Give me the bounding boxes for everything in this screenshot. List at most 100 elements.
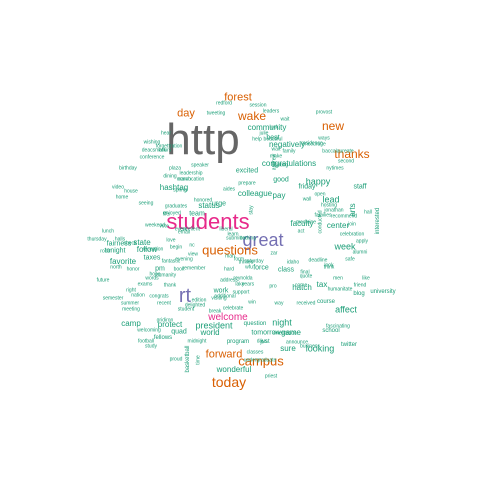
word-wait: wait: [271, 146, 281, 153]
word-home: home: [115, 194, 129, 201]
word-join: join: [348, 221, 356, 228]
word-summer: summer: [120, 300, 140, 307]
word-welcoming: welcoming: [137, 327, 161, 334]
word-days: days: [256, 338, 268, 345]
word-night: night: [272, 317, 292, 328]
word-edition: edition: [191, 297, 207, 304]
word-alumni: alumni: [352, 249, 368, 256]
word-liberal: liberal: [219, 226, 233, 233]
word-welcome: welcome: [208, 312, 248, 323]
word-pm: pm: [155, 265, 165, 273]
word-world: world: [200, 328, 220, 337]
word-session: session: [249, 102, 267, 109]
word-good: good: [273, 176, 289, 184]
word-man: man: [225, 253, 235, 260]
word-begin: begin: [169, 244, 183, 251]
word-safe: safe: [345, 256, 355, 263]
word-make: make: [269, 153, 283, 160]
word-basketball: basketball: [185, 345, 191, 373]
word-check: check: [123, 240, 137, 247]
word-thrilled: thrilled: [238, 259, 254, 266]
word-forward: forward: [205, 348, 243, 361]
word-tonight: tonight: [104, 247, 126, 255]
word-years: years: [241, 281, 255, 288]
word-quad: quad: [171, 328, 187, 336]
word-idaho: idaho: [286, 259, 300, 266]
word-celebration: celebration: [339, 231, 365, 238]
word-fascinating: fascinating: [326, 323, 350, 330]
word-residence: residence: [301, 140, 323, 147]
word-nytimes: nytimes: [326, 165, 344, 172]
word-student: student: [177, 306, 195, 313]
word-room: room: [100, 248, 112, 255]
word-best: best: [266, 134, 280, 142]
word-friend: friend: [353, 282, 367, 289]
word-andrew: andrew: [271, 153, 278, 171]
word-provost: provost: [315, 109, 333, 116]
word-gridiron: gridiron: [156, 317, 174, 324]
word-delighted: delighted: [184, 302, 206, 309]
word-submitted: submitted: [226, 235, 248, 242]
word-right: right: [126, 287, 136, 294]
word-deacsmark: deacsmark: [141, 147, 167, 154]
word-life: life: [162, 211, 170, 218]
word-tomorrow: tomorrow: [251, 329, 281, 337]
word-negatively: negatively: [268, 140, 306, 149]
word-saturday: saturday: [244, 258, 264, 265]
word-pro: pro: [269, 283, 277, 290]
word-enjoyed: enjoyed: [163, 210, 181, 217]
word-zar: zar: [270, 250, 278, 257]
word-students: students: [166, 209, 250, 234]
word-exams: exams: [137, 281, 153, 288]
word-follow: follow: [136, 245, 158, 254]
word-additional: additional: [214, 293, 236, 300]
word-humanitate: humanitate: [327, 286, 353, 293]
word-aides: aides: [223, 186, 235, 193]
word-like: like: [362, 275, 370, 282]
word-house: house: [124, 188, 138, 195]
word-celebrate: celebrate: [222, 305, 244, 312]
word-lead: lead: [322, 194, 340, 205]
word-class: class: [278, 266, 294, 274]
word-orientation: orientation: [273, 330, 297, 337]
word-classes: classes: [246, 349, 264, 356]
word-hours: hours: [158, 147, 172, 154]
word-speaker: speaker: [191, 162, 209, 169]
word-come: come: [294, 282, 308, 289]
word-center: center: [326, 221, 350, 230]
word-sure: sure: [280, 344, 296, 353]
word-learn: learn: [227, 231, 239, 238]
word-starting: starting: [271, 162, 289, 169]
word-vote: vote: [159, 223, 169, 230]
word-colleague: colleague: [237, 189, 273, 198]
word-thanks: thanks: [334, 147, 370, 161]
word-luck: luck: [269, 124, 279, 131]
word-march: march: [177, 176, 191, 183]
word-nc: nc: [189, 242, 195, 249]
word-lunch: lunch: [102, 228, 114, 235]
word-lake: lake: [235, 281, 245, 288]
word-medicine: medicine: [295, 219, 317, 226]
word-remember: remember: [182, 265, 206, 272]
word-fantastic: fantastic: [161, 258, 181, 265]
word-wfu: wfu: [245, 264, 253, 271]
word-leadership: leadership: [179, 170, 203, 177]
word-blog: blog: [353, 291, 365, 297]
word-email: email: [178, 229, 190, 236]
word-university: university: [370, 289, 396, 295]
word-beautiful: beautiful: [263, 136, 283, 143]
word-wait: wait: [280, 116, 290, 123]
word-urge: urge: [211, 200, 227, 208]
word-rt: rt: [178, 285, 192, 307]
word-received: received: [296, 300, 316, 307]
word-conference: conference: [139, 154, 165, 161]
word-form: form: [234, 256, 244, 263]
word-status: status: [198, 201, 220, 210]
word-nation: nation: [131, 292, 145, 299]
word-recent: recent: [157, 300, 171, 307]
word-book: book: [173, 266, 185, 273]
word-men: men: [333, 275, 343, 282]
word-friday: friday: [298, 183, 316, 191]
word-look: look: [324, 262, 334, 269]
